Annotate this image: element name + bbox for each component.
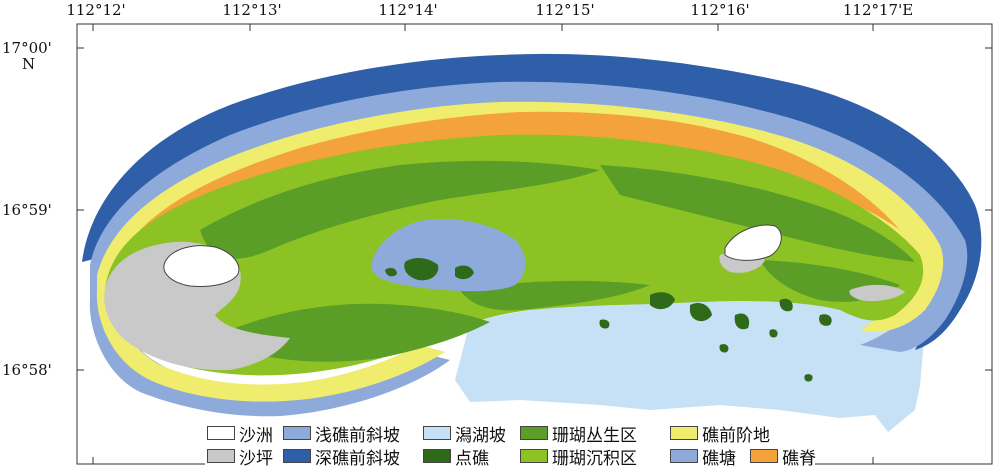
north-label: N [22, 55, 36, 73]
lat-label: 16°59' [2, 201, 52, 219]
legend-label: 深礁前斜坡 [315, 448, 400, 469]
legend-swatch [520, 449, 548, 463]
patch-reef-zone [385, 258, 832, 382]
legend-item: 礁塘 [670, 445, 736, 469]
legend-label: 浅礁前斜坡 [315, 425, 400, 446]
legend-item: 礁前阶地 [670, 422, 770, 446]
lon-label: 112°12' [66, 1, 126, 19]
legend-label: 点礁 [455, 448, 489, 469]
legend-item: 珊瑚丛生区 [520, 422, 637, 446]
legend-label: 礁塘 [702, 448, 736, 469]
legend-item: 深礁前斜坡 [283, 445, 400, 469]
reef-crest-zone [140, 111, 900, 251]
legend-label: 礁前阶地 [702, 425, 770, 446]
legend-item: 礁脊 [750, 445, 816, 469]
map-legend: 沙洲 浅礁前斜坡 潟湖坡 珊瑚丛生区 礁前阶地 沙坪 深礁前斜坡 点礁 珊瑚沉积… [205, 419, 816, 469]
sand-cay-zone [163, 224, 782, 287]
legend-label: 沙坪 [239, 448, 273, 469]
legend-swatch [207, 449, 235, 463]
legend-item: 沙洲 [207, 422, 273, 446]
legend-swatch [283, 449, 311, 463]
legend-swatch [670, 426, 698, 440]
legend-label: 潟湖坡 [455, 425, 506, 446]
legend-swatch [423, 426, 451, 440]
legend-swatch [520, 426, 548, 440]
legend-label: 珊瑚沉积区 [552, 448, 637, 469]
legend-label: 礁脊 [782, 448, 816, 469]
legend-item: 点礁 [423, 445, 489, 469]
lat-label: 17°00' [2, 39, 52, 57]
legend-item: 沙坪 [207, 445, 273, 469]
legend-swatch [423, 449, 451, 463]
lon-label: 112°14' [378, 1, 438, 19]
lon-label: 112°17'E [842, 1, 914, 19]
coral-growth-zone [200, 160, 915, 362]
legend-swatch [670, 449, 698, 463]
legend-item: 浅礁前斜坡 [283, 422, 400, 446]
legend-swatch [283, 426, 311, 440]
lon-label: 112°16' [690, 1, 750, 19]
legend-swatch [750, 449, 778, 463]
legend-item: 珊瑚沉积区 [520, 445, 637, 469]
lon-label: 112°15' [535, 1, 595, 19]
lon-label: 112°13' [222, 1, 282, 19]
legend-item: 潟湖坡 [423, 422, 506, 446]
legend-label: 珊瑚丛生区 [552, 425, 637, 446]
lagoon-slope-zone [455, 293, 925, 432]
legend-label: 沙洲 [239, 425, 273, 446]
lat-label: 16°58' [2, 361, 52, 379]
legend-swatch [207, 426, 235, 440]
